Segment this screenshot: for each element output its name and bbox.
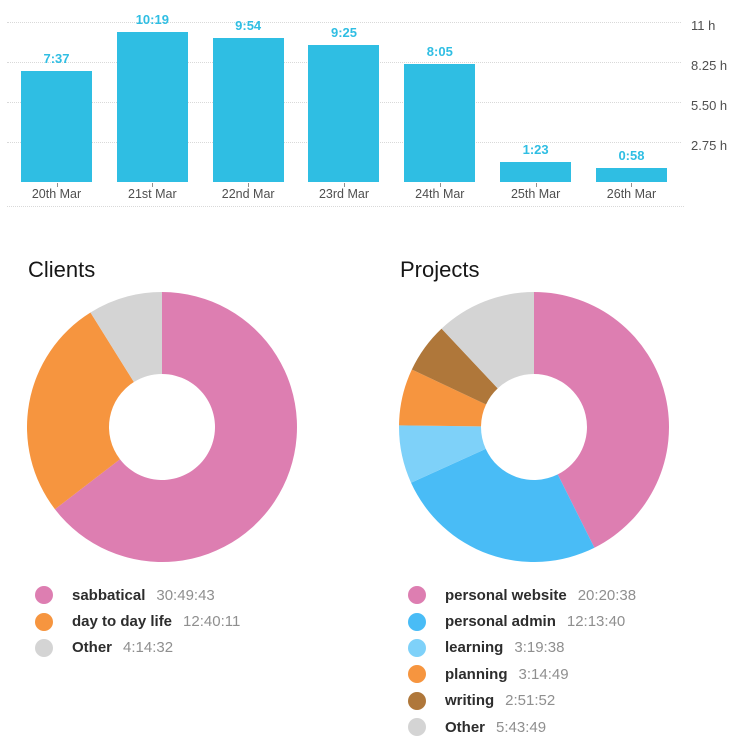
legend-item-learning[interactable]: learning 3:19:38 — [408, 635, 636, 661]
legend-color-dot — [408, 612, 426, 631]
x-axis-tick — [439, 183, 441, 187]
legend-value: 12:13:40 — [566, 613, 626, 631]
legend-label: sabbatical — [72, 586, 146, 604]
slice-writing[interactable] — [411, 328, 498, 405]
legend-value: 3:19:38 — [514, 639, 565, 657]
legend-value: 12:40:11 — [183, 613, 241, 631]
slice-other[interactable] — [90, 292, 162, 383]
y-axis-label: 2.75 h — [691, 138, 728, 153]
legend-color-dot — [35, 612, 53, 631]
legend-value: 20:20:38 — [577, 586, 637, 604]
bar-value-label: 9:54 — [235, 18, 262, 33]
projects-donut-chart — [399, 292, 669, 562]
legend-color-dot — [408, 691, 426, 710]
x-axis-label: 23rd Mar — [318, 187, 369, 201]
bar-value-label: 8:05 — [426, 44, 453, 60]
clients-donut-chart — [27, 292, 297, 562]
clients-section-title: Clients — [28, 257, 96, 282]
projects-section-title: Projects — [400, 257, 480, 282]
bar-23rd-mar[interactable] — [308, 45, 380, 182]
clients-legend: sabbatical 30:49:43 day to day life 12:40:1… — [35, 582, 240, 661]
slice-planning[interactable] — [399, 369, 487, 427]
legend-color-dot — [408, 638, 426, 657]
legend-item-personal-admin[interactable]: personal admin 12:13:40 — [408, 608, 636, 634]
bar-21st-mar[interactable] — [116, 31, 188, 182]
x-axis-label: 26th Mar — [606, 187, 657, 201]
legend-label: day to day life — [72, 613, 173, 631]
legend-item-personal-website[interactable]: personal website 20:20:38 — [408, 582, 636, 608]
projects-legend: personal website 20:20:38 personal admin 12… — [408, 582, 636, 740]
bar-24th-mar[interactable] — [404, 64, 476, 182]
slice-day-to-day-life[interactable] — [27, 312, 134, 510]
legend-value: 2:51:52 — [505, 692, 556, 710]
x-axis-label: 25th Mar — [510, 187, 561, 201]
x-axis-tick — [631, 183, 633, 187]
slice-sabbatical[interactable] — [54, 292, 297, 562]
slice-personal-admin[interactable] — [411, 448, 595, 562]
legend-value: 30:49:43 — [156, 586, 215, 604]
legend-label: Other — [72, 639, 113, 657]
legend-label: writing — [445, 692, 495, 710]
legend-item-day-to-day-life[interactable]: day to day life 12:40:11 — [35, 608, 240, 634]
legend-item-planning[interactable]: planning 3:14:49 — [408, 661, 636, 687]
legend-color-dot — [35, 586, 53, 605]
y-axis-label: 11 h — [691, 18, 716, 33]
x-axis-label: 20th Mar — [31, 187, 82, 201]
bar-25th-mar[interactable] — [500, 161, 572, 182]
slice-other[interactable] — [441, 292, 534, 389]
legend-label: planning — [445, 665, 508, 683]
x-axis-tick — [56, 183, 58, 187]
legend-item-sabbatical[interactable]: sabbatical 30:49:43 — [35, 582, 240, 608]
slice-personal-website[interactable] — [534, 292, 669, 548]
gridline — [7, 22, 681, 23]
x-axis-label: 24th Mar — [415, 187, 465, 201]
slice-learning[interactable] — [399, 425, 486, 483]
legend-value: 3:14:49 — [518, 665, 569, 683]
bar-26th-mar[interactable] — [595, 167, 667, 182]
bar-20th-mar[interactable] — [21, 71, 92, 182]
legend-label: personal admin — [445, 613, 556, 631]
legend-item-other[interactable]: Other 4:14:32 — [35, 635, 240, 661]
y-axis-label: 5.50 h — [691, 98, 728, 113]
legend-label: personal website — [445, 586, 567, 604]
legend-color-dot — [408, 718, 426, 737]
bar-value-label: 10:19 — [135, 11, 169, 27]
x-axis-label: 21st Mar — [128, 187, 177, 201]
x-axis-label: 22nd Mar — [221, 187, 275, 201]
bar-value-label: 0:58 — [618, 147, 645, 163]
x-axis-tick — [343, 183, 345, 187]
bottom-separator-line — [7, 206, 684, 207]
x-axis-tick — [248, 183, 250, 187]
legend-item-other[interactable]: Other 5:43:49 — [408, 714, 636, 740]
legend-color-dot — [408, 586, 426, 605]
daily-hours-bar-chart: 11 h 8.25 h 5.50 h 2.75 h 7:37 20th Mar 10:19 2… — [0, 0, 735, 215]
bar-value-label: 7:37 — [43, 51, 70, 67]
x-axis-tick — [535, 183, 537, 187]
bar-22nd-mar[interactable] — [212, 38, 284, 182]
legend-item-writing[interactable]: writing 2:51:52 — [408, 688, 636, 714]
legend-color-dot — [408, 665, 426, 684]
legend-label: learning — [445, 639, 504, 657]
bar-value-label: 1:23 — [522, 141, 549, 157]
x-axis-tick — [152, 183, 154, 187]
legend-value: 5:43:49 — [496, 718, 547, 736]
legend-label: Other — [445, 718, 486, 736]
legend-color-dot — [35, 638, 53, 657]
y-axis-label: 8.25 h — [691, 58, 728, 73]
bar-value-label: 9:25 — [330, 25, 357, 41]
legend-value: 4:14:32 — [123, 639, 174, 657]
